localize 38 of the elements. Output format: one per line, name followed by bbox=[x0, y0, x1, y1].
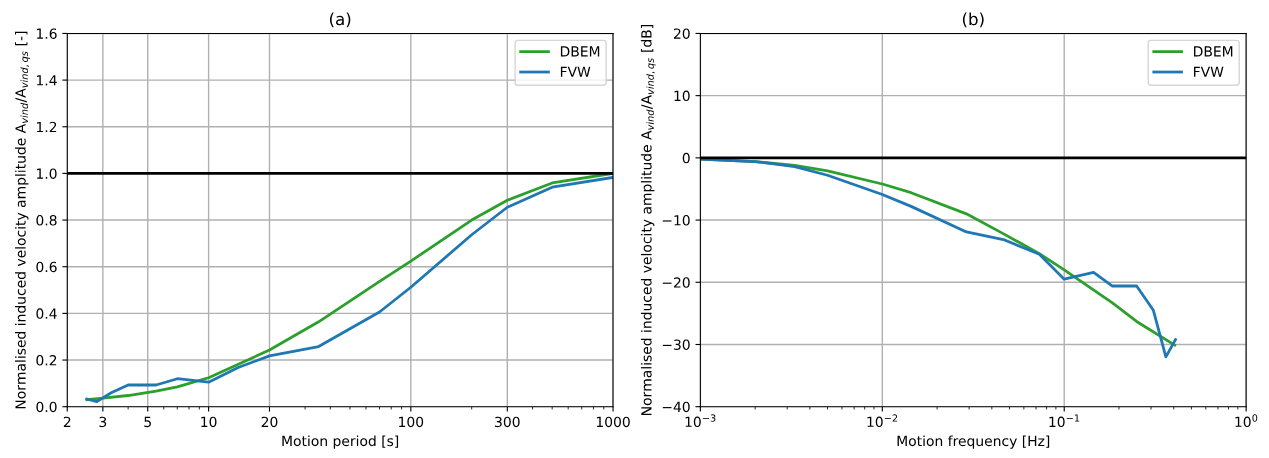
x-tick-label: 10$^{−2}$ bbox=[867, 414, 898, 428]
x-tick-label: 5 bbox=[144, 416, 151, 428]
x-axis-title: Motion period [s] bbox=[282, 435, 399, 449]
x-tick-label: 10$^{−1}$ bbox=[1049, 414, 1080, 428]
chart-title: (b) bbox=[962, 12, 984, 28]
y-tick-label: 20 bbox=[673, 28, 690, 39]
y-tick-label: 0.2 bbox=[36, 355, 57, 366]
y-tick-label: 0.4 bbox=[36, 308, 57, 319]
y-tick-label: 0.6 bbox=[36, 261, 57, 273]
chart-title: (a) bbox=[329, 12, 351, 28]
x-tick-label: 3 bbox=[99, 416, 107, 428]
y-tick-label: 10 bbox=[674, 90, 690, 102]
x-tick-label: 100 bbox=[399, 416, 424, 428]
legend-label: FVW bbox=[1194, 66, 1224, 77]
y-tick-label: −40 bbox=[662, 401, 690, 413]
y-tick-label: −30 bbox=[662, 339, 690, 350]
y-tick-label: 1.0 bbox=[36, 168, 57, 179]
legend-label: DBEM bbox=[1194, 46, 1233, 57]
x-tick-label: 10$^{0}$ bbox=[1235, 414, 1258, 428]
legend-label: DBEM bbox=[560, 46, 600, 57]
x-tick-label: 1000 bbox=[596, 416, 630, 428]
y-tick-label: −10 bbox=[662, 215, 690, 226]
y-tick-label: 0.0 bbox=[36, 401, 57, 413]
y-tick-label: 0.8 bbox=[36, 215, 57, 226]
y-axis-title: Normalised induced velocity amplitude A$_{vind}$/A$_{vind,qs}$ [dB] bbox=[640, 25, 656, 415]
x-tick-label: 300 bbox=[495, 416, 520, 428]
y-tick-label: 1.4 bbox=[36, 75, 57, 86]
legend-label: FVW bbox=[560, 66, 591, 77]
y-tick-label: 1.6 bbox=[36, 28, 57, 39]
x-tick-label: 20 bbox=[261, 416, 278, 428]
y-axis-title: Normalised induced velocity amplitude A$_{vind}$/A$_{vind,qs}$ [-] bbox=[15, 31, 30, 409]
y-tick-label: 0 bbox=[682, 152, 690, 164]
y-tick-label: 1.2 bbox=[36, 121, 57, 133]
x-axis-title: Motion frequency [Hz] bbox=[897, 435, 1050, 449]
y-tick-label: −20 bbox=[662, 277, 690, 288]
x-tick-label: 2 bbox=[63, 416, 71, 427]
x-tick-label: 10 bbox=[201, 416, 217, 428]
x-tick-label: 10$^{−3}$ bbox=[685, 414, 716, 428]
